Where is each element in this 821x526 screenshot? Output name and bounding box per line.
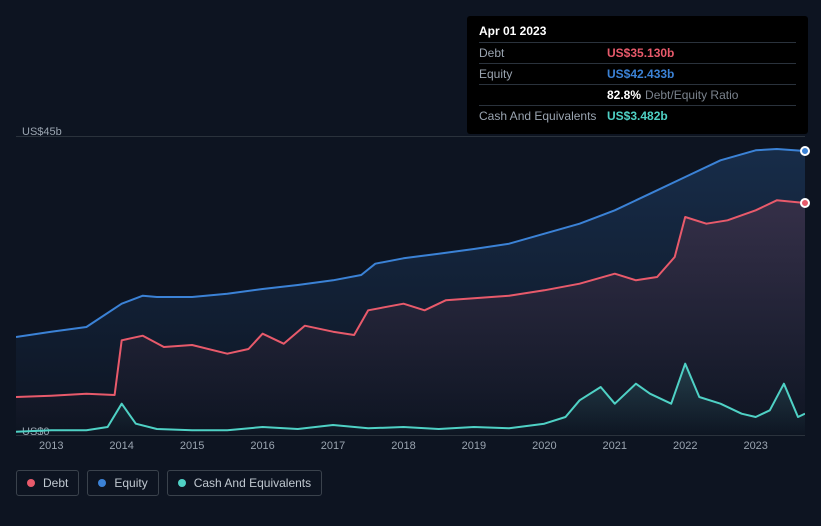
tooltip-label: Cash And Equivalents	[479, 108, 607, 124]
x-tick-label: 2013	[39, 440, 63, 452]
x-tick-label: 2016	[250, 440, 274, 452]
x-tick-label: 2023	[743, 440, 767, 452]
tooltip-ratio-pct: 82.8%	[607, 87, 641, 103]
legend-item-cash[interactable]: Cash And Equivalents	[167, 470, 322, 496]
tooltip-value: US$3.482b	[607, 108, 668, 124]
tooltip-label: Equity	[479, 66, 607, 82]
tooltip-row-debt: Debt US$35.130b	[479, 42, 796, 63]
tooltip-row-ratio: 82.8% Debt/Equity Ratio	[479, 84, 796, 105]
chart-plot-area[interactable]	[16, 136, 805, 436]
tooltip-row-cash: Cash And Equivalents US$3.482b	[479, 105, 796, 126]
series-end-marker	[800, 198, 810, 208]
tooltip-date: Apr 01 2023	[479, 24, 796, 42]
x-tick-label: 2020	[532, 440, 556, 452]
legend-dot-icon	[27, 479, 35, 487]
x-tick-label: 2014	[109, 440, 133, 452]
legend-item-debt[interactable]: Debt	[16, 470, 79, 496]
x-tick-label: 2017	[321, 440, 345, 452]
legend-label: Equity	[114, 476, 147, 490]
x-tick-label: 2018	[391, 440, 415, 452]
legend-item-equity[interactable]: Equity	[87, 470, 158, 496]
tooltip-value: US$35.130b	[607, 45, 674, 61]
x-tick-label: 2015	[180, 440, 204, 452]
tooltip-row-equity: Equity US$42.433b	[479, 63, 796, 84]
chart-legend: Debt Equity Cash And Equivalents	[16, 470, 322, 496]
tooltip-label: Debt	[479, 45, 607, 61]
legend-dot-icon	[178, 479, 186, 487]
x-tick-label: 2021	[603, 440, 627, 452]
x-tick-label: 2022	[673, 440, 697, 452]
tooltip-ratio-label: Debt/Equity Ratio	[645, 87, 738, 103]
legend-label: Debt	[43, 476, 68, 490]
debt-equity-chart: US$45b US$0 2013201420152016201720182019…	[16, 120, 805, 480]
tooltip-value: US$42.433b	[607, 66, 674, 82]
tooltip-label	[479, 87, 607, 103]
legend-dot-icon	[98, 479, 106, 487]
x-axis-ticks: 2013 2014 2015 2016 2017 2018 2019 2020 2021 2022…	[16, 440, 805, 460]
series-end-marker	[800, 146, 810, 156]
chart-svg	[16, 137, 805, 437]
chart-tooltip: Apr 01 2023 Debt US$35.130b Equity US$42…	[467, 16, 808, 134]
x-tick-label: 2019	[462, 440, 486, 452]
legend-label: Cash And Equivalents	[194, 476, 311, 490]
